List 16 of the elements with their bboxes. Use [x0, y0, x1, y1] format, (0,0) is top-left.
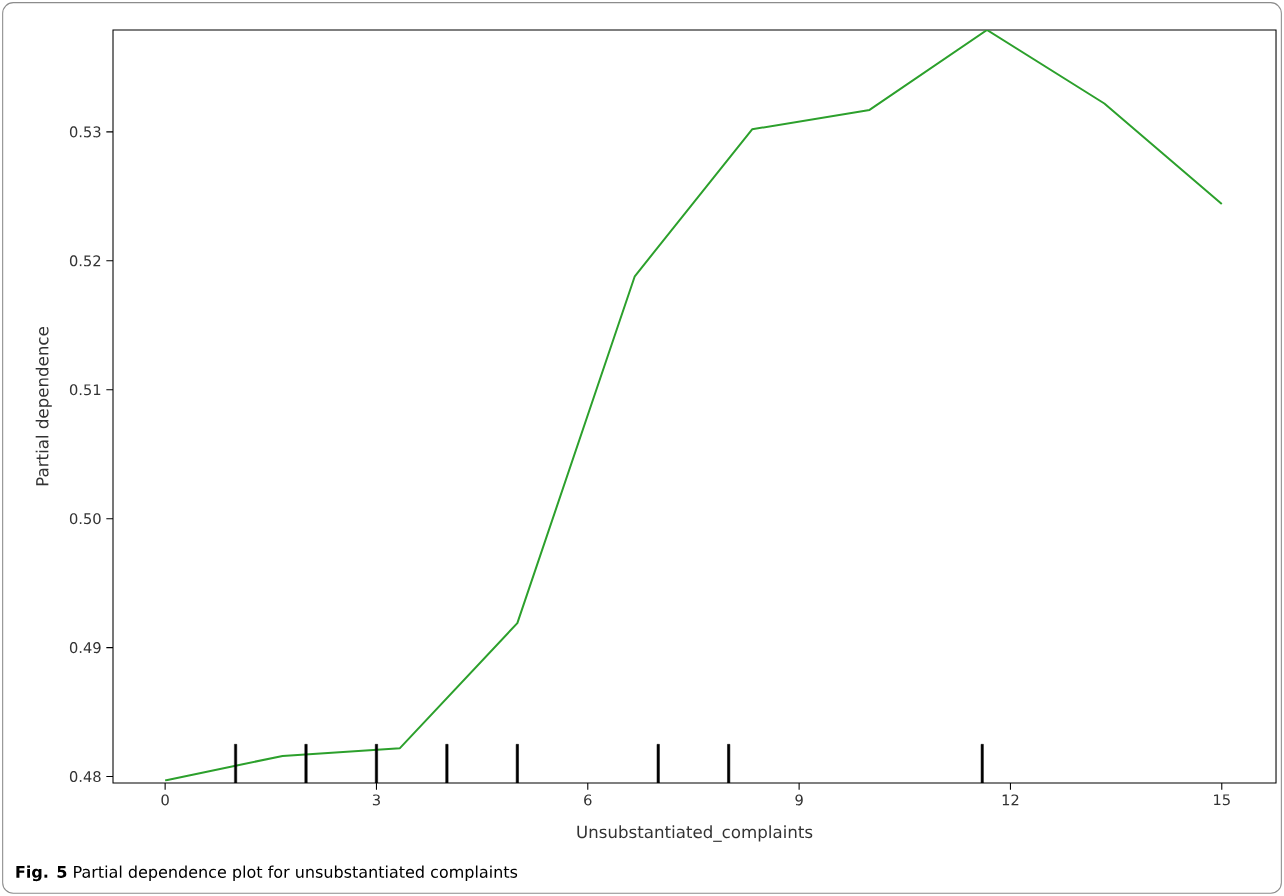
y-tick-label: 0.52 — [69, 255, 101, 267]
x-tick-label: 0 — [161, 794, 169, 806]
x-tick-label: 9 — [795, 794, 803, 806]
x-axis-title: Unsubstantiated_complaints — [577, 825, 813, 842]
x-tick-label: 15 — [1214, 794, 1230, 806]
line-series — [164, 29, 1223, 782]
y-tick-label: 0.53 — [69, 126, 101, 138]
y-tick-label: 0.51 — [69, 384, 101, 396]
x-tick-label: 6 — [584, 794, 592, 806]
x-tick-label: 3 — [372, 794, 380, 806]
y-tick-label: 0.49 — [69, 642, 101, 654]
y-tick-label: 0.48 — [69, 771, 101, 783]
x-tick-label: 12 — [1002, 794, 1019, 806]
text: Fig. 5 Partial dependence plot for unsubstantiated complaints — [16, 865, 518, 882]
y-axis-title: Partial dependence — [35, 327, 52, 486]
y-tick-label: 0.50 — [69, 513, 101, 525]
